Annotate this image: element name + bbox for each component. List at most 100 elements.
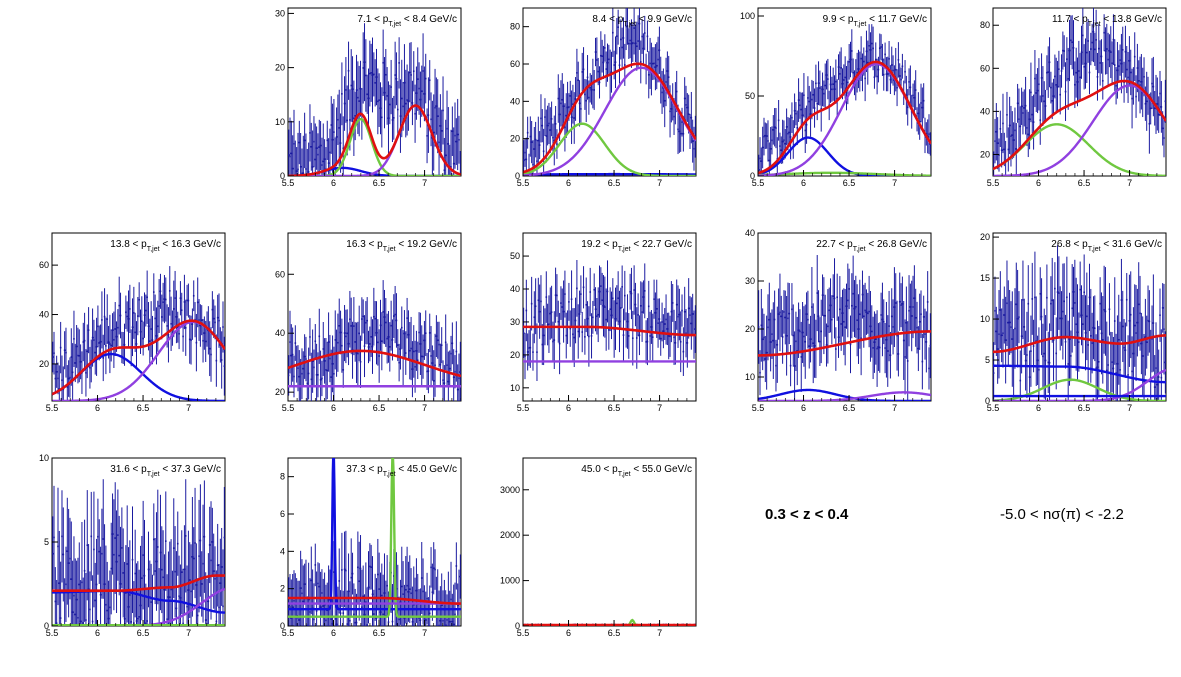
data-point [666,328,669,330]
data-point [1038,83,1040,86]
data-point [440,130,443,132]
data-point [58,582,61,585]
data-point [345,335,347,338]
data-point [831,318,833,321]
data-point [415,92,418,94]
y-tick-label: 40 [510,96,520,106]
data-point [1121,48,1124,51]
data-point [767,326,769,329]
data-point [216,564,219,567]
data-point [427,114,430,116]
data-point [914,316,917,319]
data-point [629,290,631,293]
data-point [454,370,456,373]
data-point [210,353,212,356]
data-point [824,314,827,317]
data-point [1068,49,1071,52]
y-tick-label: 0 [985,396,990,406]
data-point [101,552,103,555]
data-point [1105,48,1108,50]
data-point [856,71,858,74]
data-point [1067,363,1069,365]
x-tick-label: 6.5 [373,628,386,638]
data-point [1139,84,1141,86]
fit-curve-total [758,60,931,175]
x-tick-label: 7 [657,628,662,638]
data-point [342,147,345,150]
data-point [436,115,439,117]
data-point [103,315,106,318]
data-point [809,113,812,115]
data-point [1047,71,1050,73]
data-point [133,622,135,624]
data-point [843,79,845,81]
data-point [162,576,164,579]
data-point [406,317,408,319]
data-point [767,140,769,142]
data-point [57,545,59,548]
data-point [1016,317,1019,320]
data-point [582,68,585,71]
data-point [1099,302,1101,305]
data-point [89,366,91,369]
data-point [862,315,865,318]
x-tick-label: 6 [566,403,571,413]
data-point [202,562,204,565]
data-point [451,342,454,345]
data-point [1074,83,1076,86]
data-point [200,583,203,585]
data-point [154,570,156,572]
data-point [416,359,419,362]
data-point [617,297,619,300]
x-tick-label: 6.5 [1078,178,1091,188]
data-point [1019,379,1022,382]
data-point [434,106,436,109]
data-point [403,332,406,335]
data-point [381,340,383,343]
data-point [172,308,175,310]
data-point [353,117,355,120]
data-point [137,315,139,317]
data-point [920,102,922,104]
data-point [565,114,568,117]
data-point [67,377,70,380]
data-point [666,70,669,72]
data-point [844,326,846,328]
data-point [155,335,158,337]
data-point [94,351,97,354]
data-point [582,286,585,289]
y-tick-label: 15 [980,273,990,283]
data-point [561,98,564,101]
data-point [624,64,626,66]
data-point [159,551,162,554]
x-tick-label: 6 [331,403,336,413]
data-point [618,320,621,323]
nsigma-range-text: -5.0 < nσ(π) < -2.2 [1000,506,1124,523]
data-point [690,116,693,119]
data-point [649,62,651,65]
data-point [408,349,411,352]
data-point [608,58,610,61]
data-point [358,580,360,583]
data-point [392,117,395,119]
data-point [357,96,359,99]
data-point [428,79,431,82]
data-point [164,540,167,542]
panel-1: 5.5 6 6.5 7 0 10 20 30 7.1 < pT,jet < 8.4 GeV/c [275,7,462,188]
data-point [178,332,180,335]
data-point [1084,62,1087,65]
data-point [301,372,303,375]
data-point [1052,339,1055,342]
data-point [367,586,370,589]
data-point [691,313,694,315]
data-point [396,108,399,111]
data-point [1090,48,1092,50]
data-point [759,157,761,160]
data-point [627,42,630,45]
data-point [909,86,912,89]
data-point [298,375,301,378]
data-point [852,292,854,295]
data-point [383,592,386,594]
data-point [643,290,646,292]
data-point [860,337,862,340]
